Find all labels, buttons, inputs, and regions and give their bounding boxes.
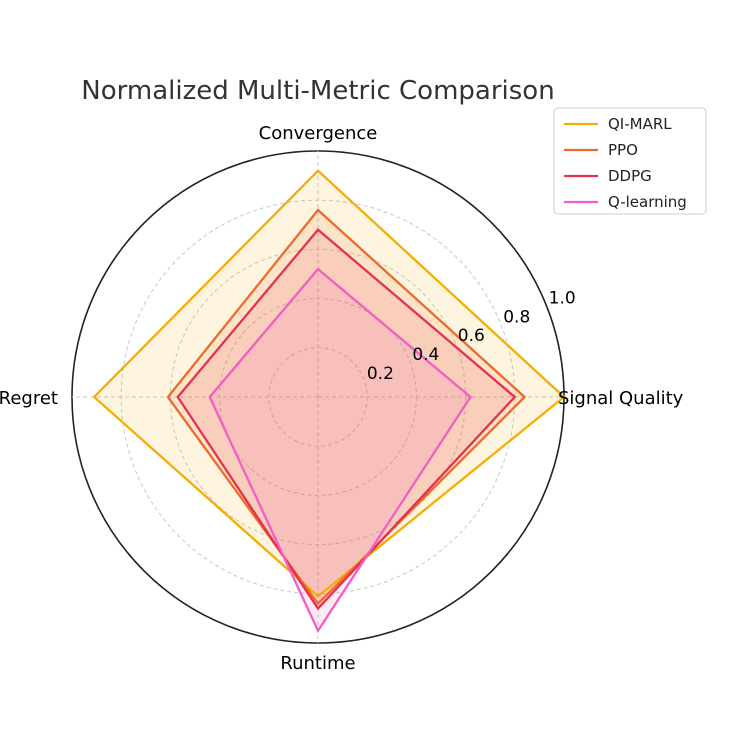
series-fill-3 <box>209 269 471 631</box>
r-tick-label: 0.2 <box>367 364 394 384</box>
legend-label-1: PPO <box>608 141 638 159</box>
r-tick-label: 1.0 <box>549 289 576 309</box>
series-line-0 <box>92 169 566 598</box>
axis-labels: 0.2 0.4 0.6 0.8 1.0 Signal Quality Convergence… <box>0 123 684 674</box>
legend-label-0: QI-MARL <box>608 115 672 133</box>
legend: QI-MARL PPO DDPG Q-learning <box>553 107 707 215</box>
series-fill-2 <box>177 229 515 609</box>
legend-label-3: Q-learning <box>608 193 687 211</box>
axis-label-1: Convergence <box>259 123 378 144</box>
legend-box <box>553 107 707 215</box>
axis-label-0: Signal Quality <box>558 388 684 409</box>
legend-label-2: DDPG <box>608 167 652 185</box>
r-tick-label: 0.8 <box>503 307 530 327</box>
axis-label-2: Regret <box>0 388 58 409</box>
series-layer <box>92 169 566 634</box>
series-fill-1 <box>167 210 525 604</box>
r-tick-label: 0.6 <box>458 326 485 346</box>
axis-label-3: Runtime <box>280 653 355 674</box>
series-line-3 <box>208 267 473 634</box>
r-tick-label: 0.4 <box>412 345 439 365</box>
series-fill-0 <box>94 170 564 597</box>
chart-title: Normalized Multi-Metric Comparison <box>81 76 554 106</box>
series-line-2 <box>176 228 517 611</box>
